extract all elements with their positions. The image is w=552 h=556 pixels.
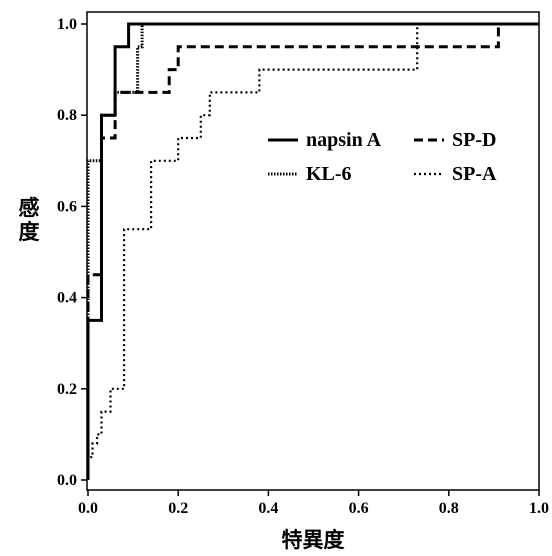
- y-tick-label: 0.8: [57, 107, 77, 124]
- y-axis-ticks: 0.0 0.2 0.4 0.6 0.8 1.0: [57, 16, 87, 489]
- x-tick-label: 0.4: [258, 500, 278, 517]
- x-axis-title: 特異度: [282, 528, 345, 552]
- x-axis-ticks: 0.0 0.2 0.4 0.6 0.8 1.0: [78, 490, 549, 517]
- plot-frame: [86, 11, 540, 491]
- y-tick-label: 0.0: [57, 472, 77, 489]
- legend: napsin A SP-D KL-6 SP-A: [268, 129, 497, 185]
- series-line-napsin-a: [86, 22, 539, 480]
- y-tick-label: 0.4: [57, 290, 77, 307]
- series-line-sp-a: [86, 22, 539, 480]
- series-lines: [86, 22, 539, 480]
- y-axis-title-char: 感: [19, 196, 40, 220]
- y-axis-title-char: 度: [19, 220, 40, 244]
- legend-label: KL-6: [306, 163, 352, 185]
- y-tick-label: 0.6: [57, 198, 77, 215]
- x-tick-label: 0.6: [349, 500, 369, 517]
- legend-label: SP-A: [452, 163, 497, 185]
- series-line-sp-d: [86, 22, 539, 480]
- x-tick-label: 0.2: [168, 500, 188, 517]
- x-tick-label: 0.8: [439, 500, 459, 517]
- legend-label: SP-D: [452, 129, 496, 151]
- legend-label: napsin A: [306, 129, 382, 151]
- y-tick-label: 1.0: [57, 16, 77, 33]
- x-tick-label: 1.0: [529, 500, 549, 517]
- y-axis-title: 感度: [19, 196, 40, 244]
- x-tick-label: 0.0: [78, 500, 98, 517]
- y-tick-label: 0.2: [57, 381, 77, 398]
